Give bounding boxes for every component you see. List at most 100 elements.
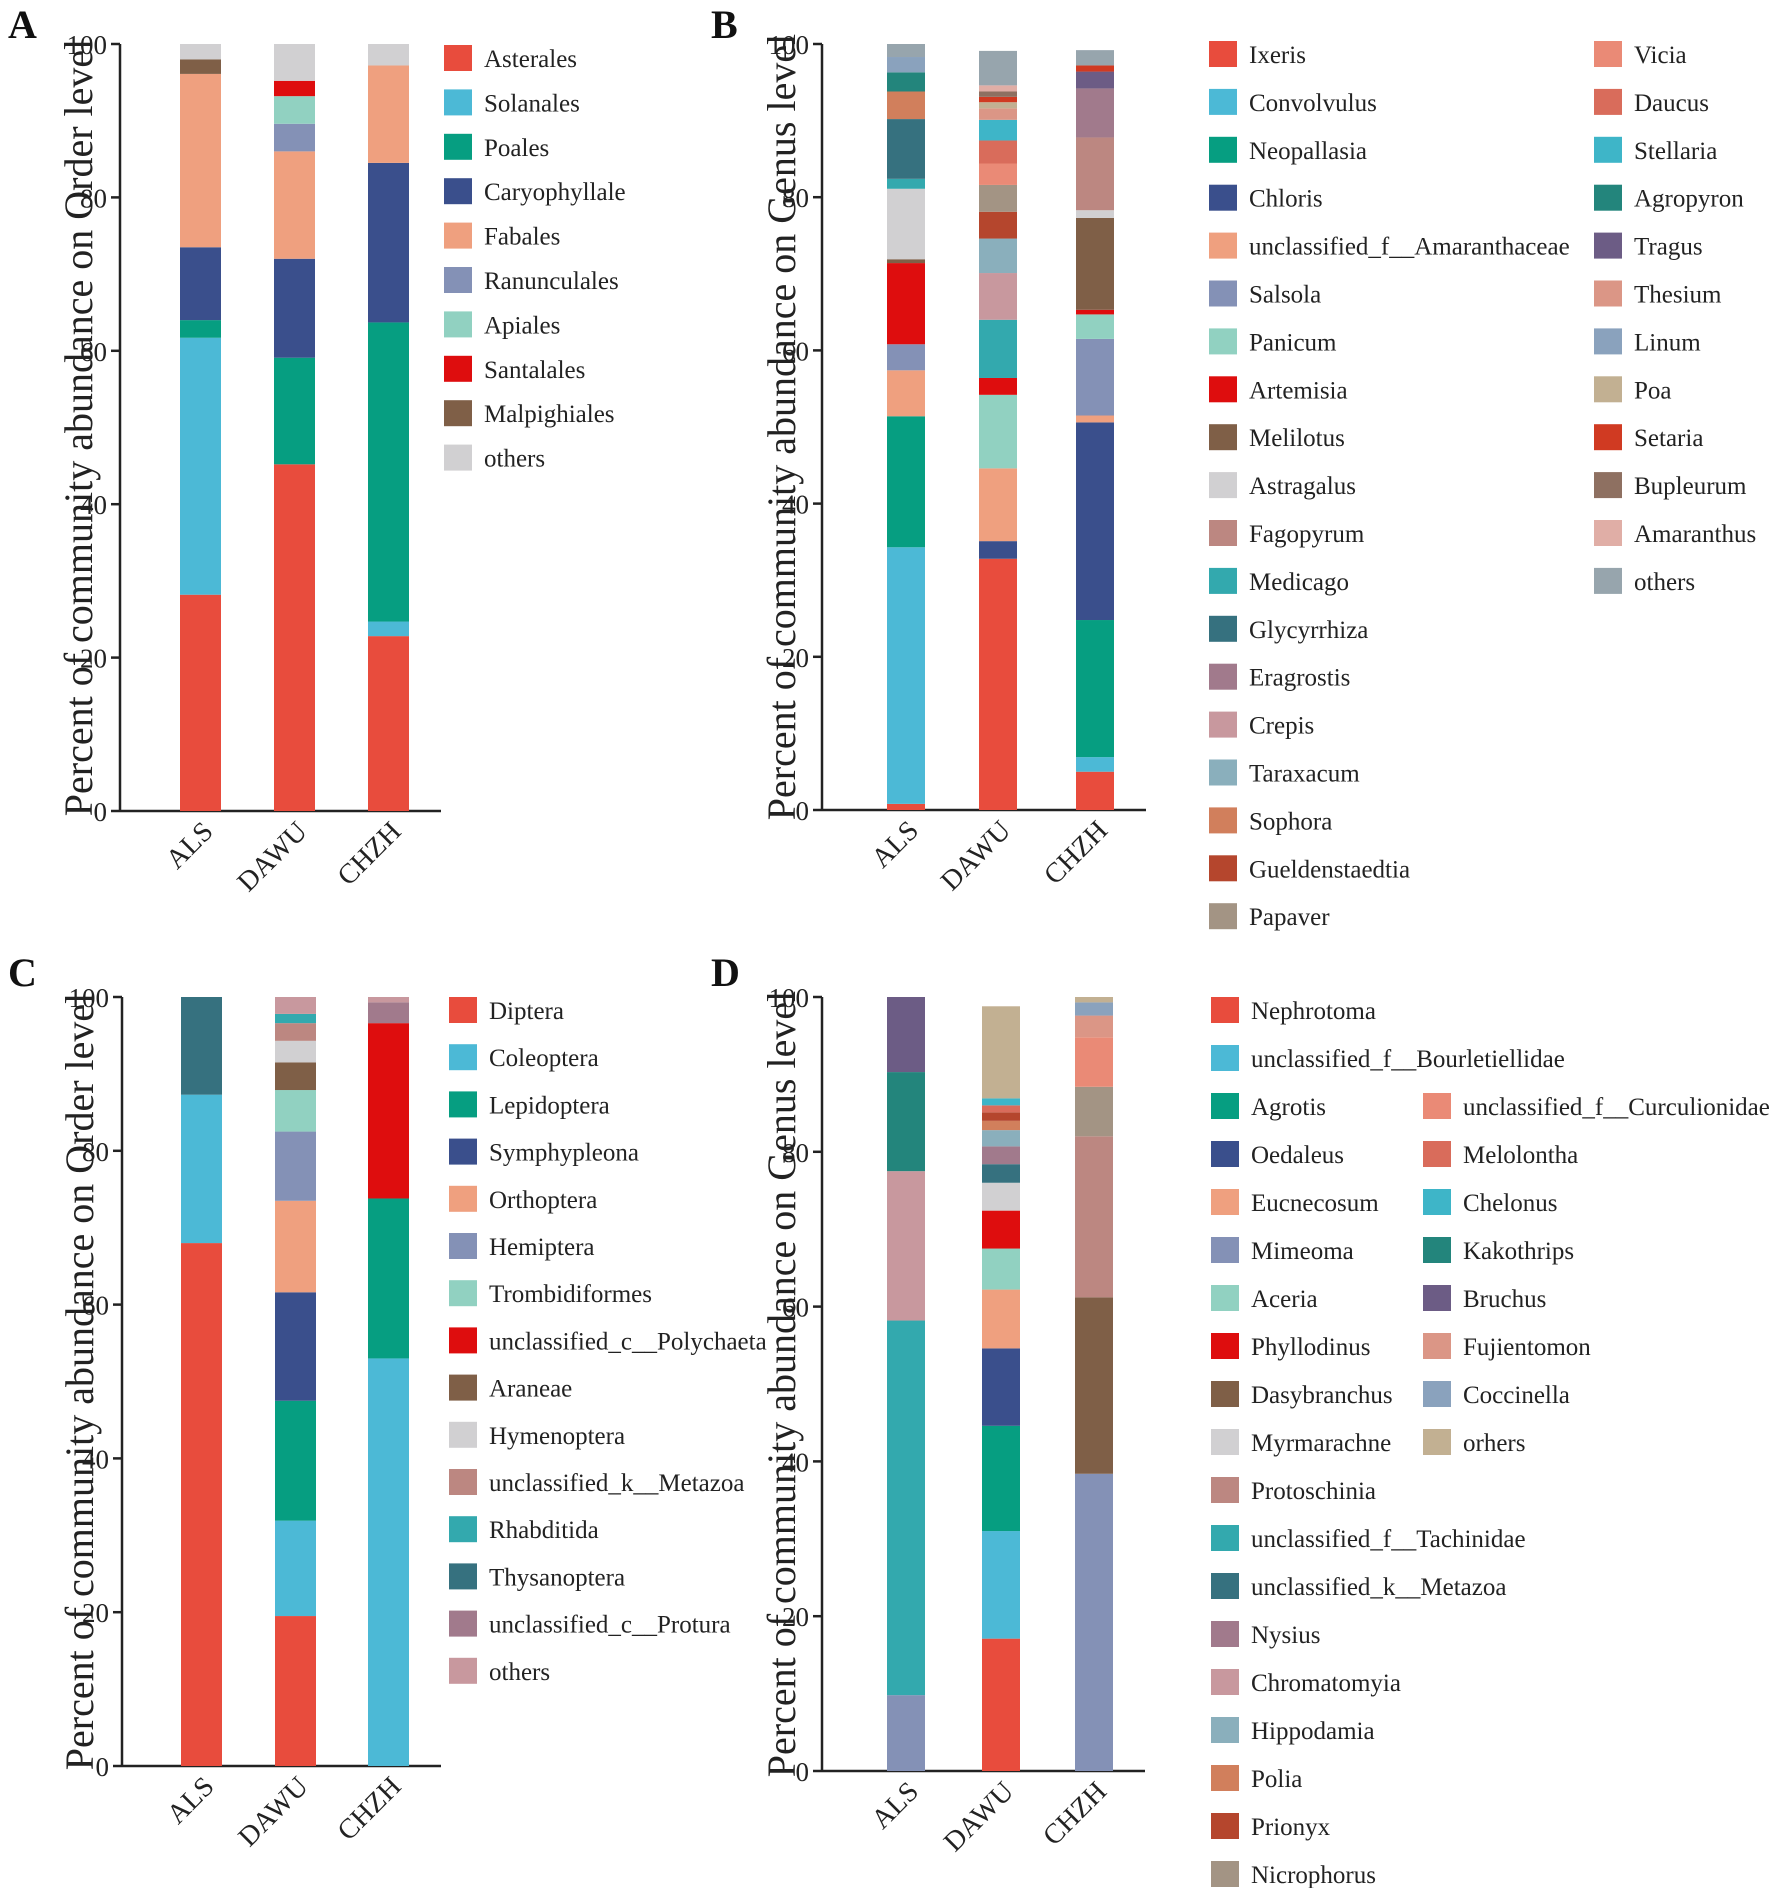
bar-stack-dawu bbox=[979, 50, 1017, 810]
legend-item: unclassified_f__Bourletiellidae bbox=[1211, 1045, 1565, 1073]
legend-item: Coleoptera bbox=[449, 1044, 599, 1072]
legend-swatch bbox=[449, 997, 477, 1023]
legend-swatch bbox=[444, 89, 472, 116]
legend-item: unclassified_c__Polychaeta bbox=[449, 1327, 767, 1355]
legend-item: Malpighiales bbox=[444, 400, 615, 428]
bar-stack-als bbox=[887, 997, 925, 1771]
legend-swatch bbox=[1209, 136, 1237, 163]
legend-swatch bbox=[449, 1657, 477, 1684]
bar-segment bbox=[982, 1105, 1020, 1113]
legend-item: Thysanoptera bbox=[449, 1563, 625, 1591]
legend-label: Agrotis bbox=[1251, 1094, 1326, 1121]
legend-label: Bruchus bbox=[1463, 1286, 1546, 1313]
bar-stack-als bbox=[181, 997, 222, 1766]
bar-segment bbox=[887, 72, 925, 92]
bar-segment bbox=[274, 96, 315, 124]
legend-item: Trombidiformes bbox=[449, 1280, 652, 1308]
y-tick-label: 60 bbox=[782, 336, 809, 366]
legend-swatch bbox=[1209, 376, 1237, 403]
legend-swatch bbox=[449, 1516, 477, 1543]
y-tick-label: 0 bbox=[796, 796, 810, 826]
legend-swatch bbox=[1211, 1045, 1239, 1071]
bar-segment bbox=[887, 1171, 925, 1321]
legend-label: Hymenoptera bbox=[489, 1423, 625, 1450]
bar-segment bbox=[275, 1131, 316, 1201]
legend-swatch bbox=[444, 45, 472, 71]
bar-segment bbox=[979, 377, 1017, 395]
legend-item: Neopallasia bbox=[1209, 136, 1367, 165]
y-tick-label: 40 bbox=[782, 490, 809, 520]
bar-segment bbox=[180, 337, 221, 595]
bar-segment bbox=[368, 1002, 409, 1024]
bar-segment bbox=[979, 468, 1017, 542]
legend-item: Myrmarachne bbox=[1211, 1429, 1391, 1457]
legend-item: Nephrotoma bbox=[1211, 997, 1376, 1025]
legend-label: Caryophyllale bbox=[484, 179, 626, 206]
bar-segment bbox=[275, 1520, 316, 1617]
legend-swatch bbox=[1594, 41, 1622, 67]
legend-label: Nysius bbox=[1251, 1622, 1320, 1649]
legend-label: Stellaria bbox=[1634, 138, 1717, 165]
legend-item: Papaver bbox=[1209, 903, 1330, 931]
legend-swatch bbox=[1211, 1093, 1239, 1119]
bar-segment bbox=[275, 1023, 316, 1041]
bar-stack-dawu bbox=[274, 44, 315, 811]
bar-segment bbox=[275, 1013, 316, 1024]
legend-item: Chromatomyia bbox=[1211, 1669, 1401, 1697]
y-tick-label: 20 bbox=[82, 1598, 109, 1628]
legend-swatch bbox=[449, 1374, 477, 1401]
legend-swatch bbox=[1594, 376, 1622, 403]
y-axis-title: Percent of community abundance on Genus … bbox=[759, 34, 804, 820]
legend-label: Linum bbox=[1634, 329, 1701, 356]
legend-swatch bbox=[449, 1091, 477, 1118]
bar-segment bbox=[979, 211, 1017, 239]
legend-item: Nicrophorus bbox=[1211, 1861, 1376, 1888]
legend-swatch bbox=[1423, 1333, 1451, 1359]
legend-label: Salsola bbox=[1249, 282, 1321, 309]
legend-item: Artemisia bbox=[1209, 376, 1348, 404]
legend-label: Poales bbox=[484, 135, 549, 162]
bar-segment bbox=[1076, 65, 1114, 72]
bar-segment bbox=[979, 140, 1017, 164]
legend-swatch bbox=[1211, 997, 1239, 1023]
bar-segment bbox=[979, 50, 1017, 86]
legend-label: Poa bbox=[1634, 377, 1672, 404]
x-category-label: ALS bbox=[160, 816, 219, 875]
legend-label: Hemiptera bbox=[489, 1234, 595, 1261]
legend-item: Salsola bbox=[1209, 280, 1321, 309]
legend-label: Artemisia bbox=[1249, 377, 1348, 404]
legend-swatch bbox=[1211, 1861, 1239, 1887]
panel-letter: C bbox=[8, 950, 37, 995]
legend-swatch bbox=[1423, 1141, 1451, 1167]
legend-swatch bbox=[444, 267, 472, 293]
bar-segment bbox=[275, 1616, 316, 1766]
legend-item: Eucnecosum bbox=[1211, 1189, 1379, 1217]
bar-segment bbox=[275, 997, 316, 1014]
bar-segment bbox=[887, 1695, 925, 1771]
bar-segment bbox=[1076, 137, 1114, 211]
legend-swatch bbox=[449, 1233, 477, 1259]
legend-item: Araneae bbox=[449, 1374, 572, 1403]
y-tick-label: 20 bbox=[782, 1602, 809, 1632]
legend-swatch bbox=[444, 444, 472, 471]
legend-item: Hymenoptera bbox=[449, 1421, 625, 1450]
y-tick-label: 0 bbox=[94, 797, 108, 827]
bar-segment bbox=[982, 1098, 1020, 1106]
legend-swatch bbox=[1209, 424, 1237, 451]
legend-swatch bbox=[1594, 328, 1622, 355]
legend-label: Ixeris bbox=[1249, 42, 1306, 69]
legend-label: Solanales bbox=[484, 90, 580, 117]
legend-swatch bbox=[1211, 1813, 1239, 1839]
bar-segment bbox=[181, 997, 222, 1095]
legend-label: Setaria bbox=[1634, 425, 1703, 452]
x-category-label: ALS bbox=[866, 1776, 925, 1835]
legend-label: unclassified_c__Polychaeta bbox=[489, 1328, 767, 1355]
bar-segment bbox=[887, 997, 925, 1073]
bar-segment bbox=[274, 44, 315, 81]
legend-label: Medicago bbox=[1249, 569, 1349, 596]
legend-label: unclassified_k__Metazoa bbox=[489, 1470, 744, 1497]
bar-segment bbox=[982, 1425, 1020, 1532]
legend-item: unclassified_k__Metazoa bbox=[1211, 1573, 1506, 1601]
legend-label: Nicrophorus bbox=[1251, 1862, 1376, 1888]
